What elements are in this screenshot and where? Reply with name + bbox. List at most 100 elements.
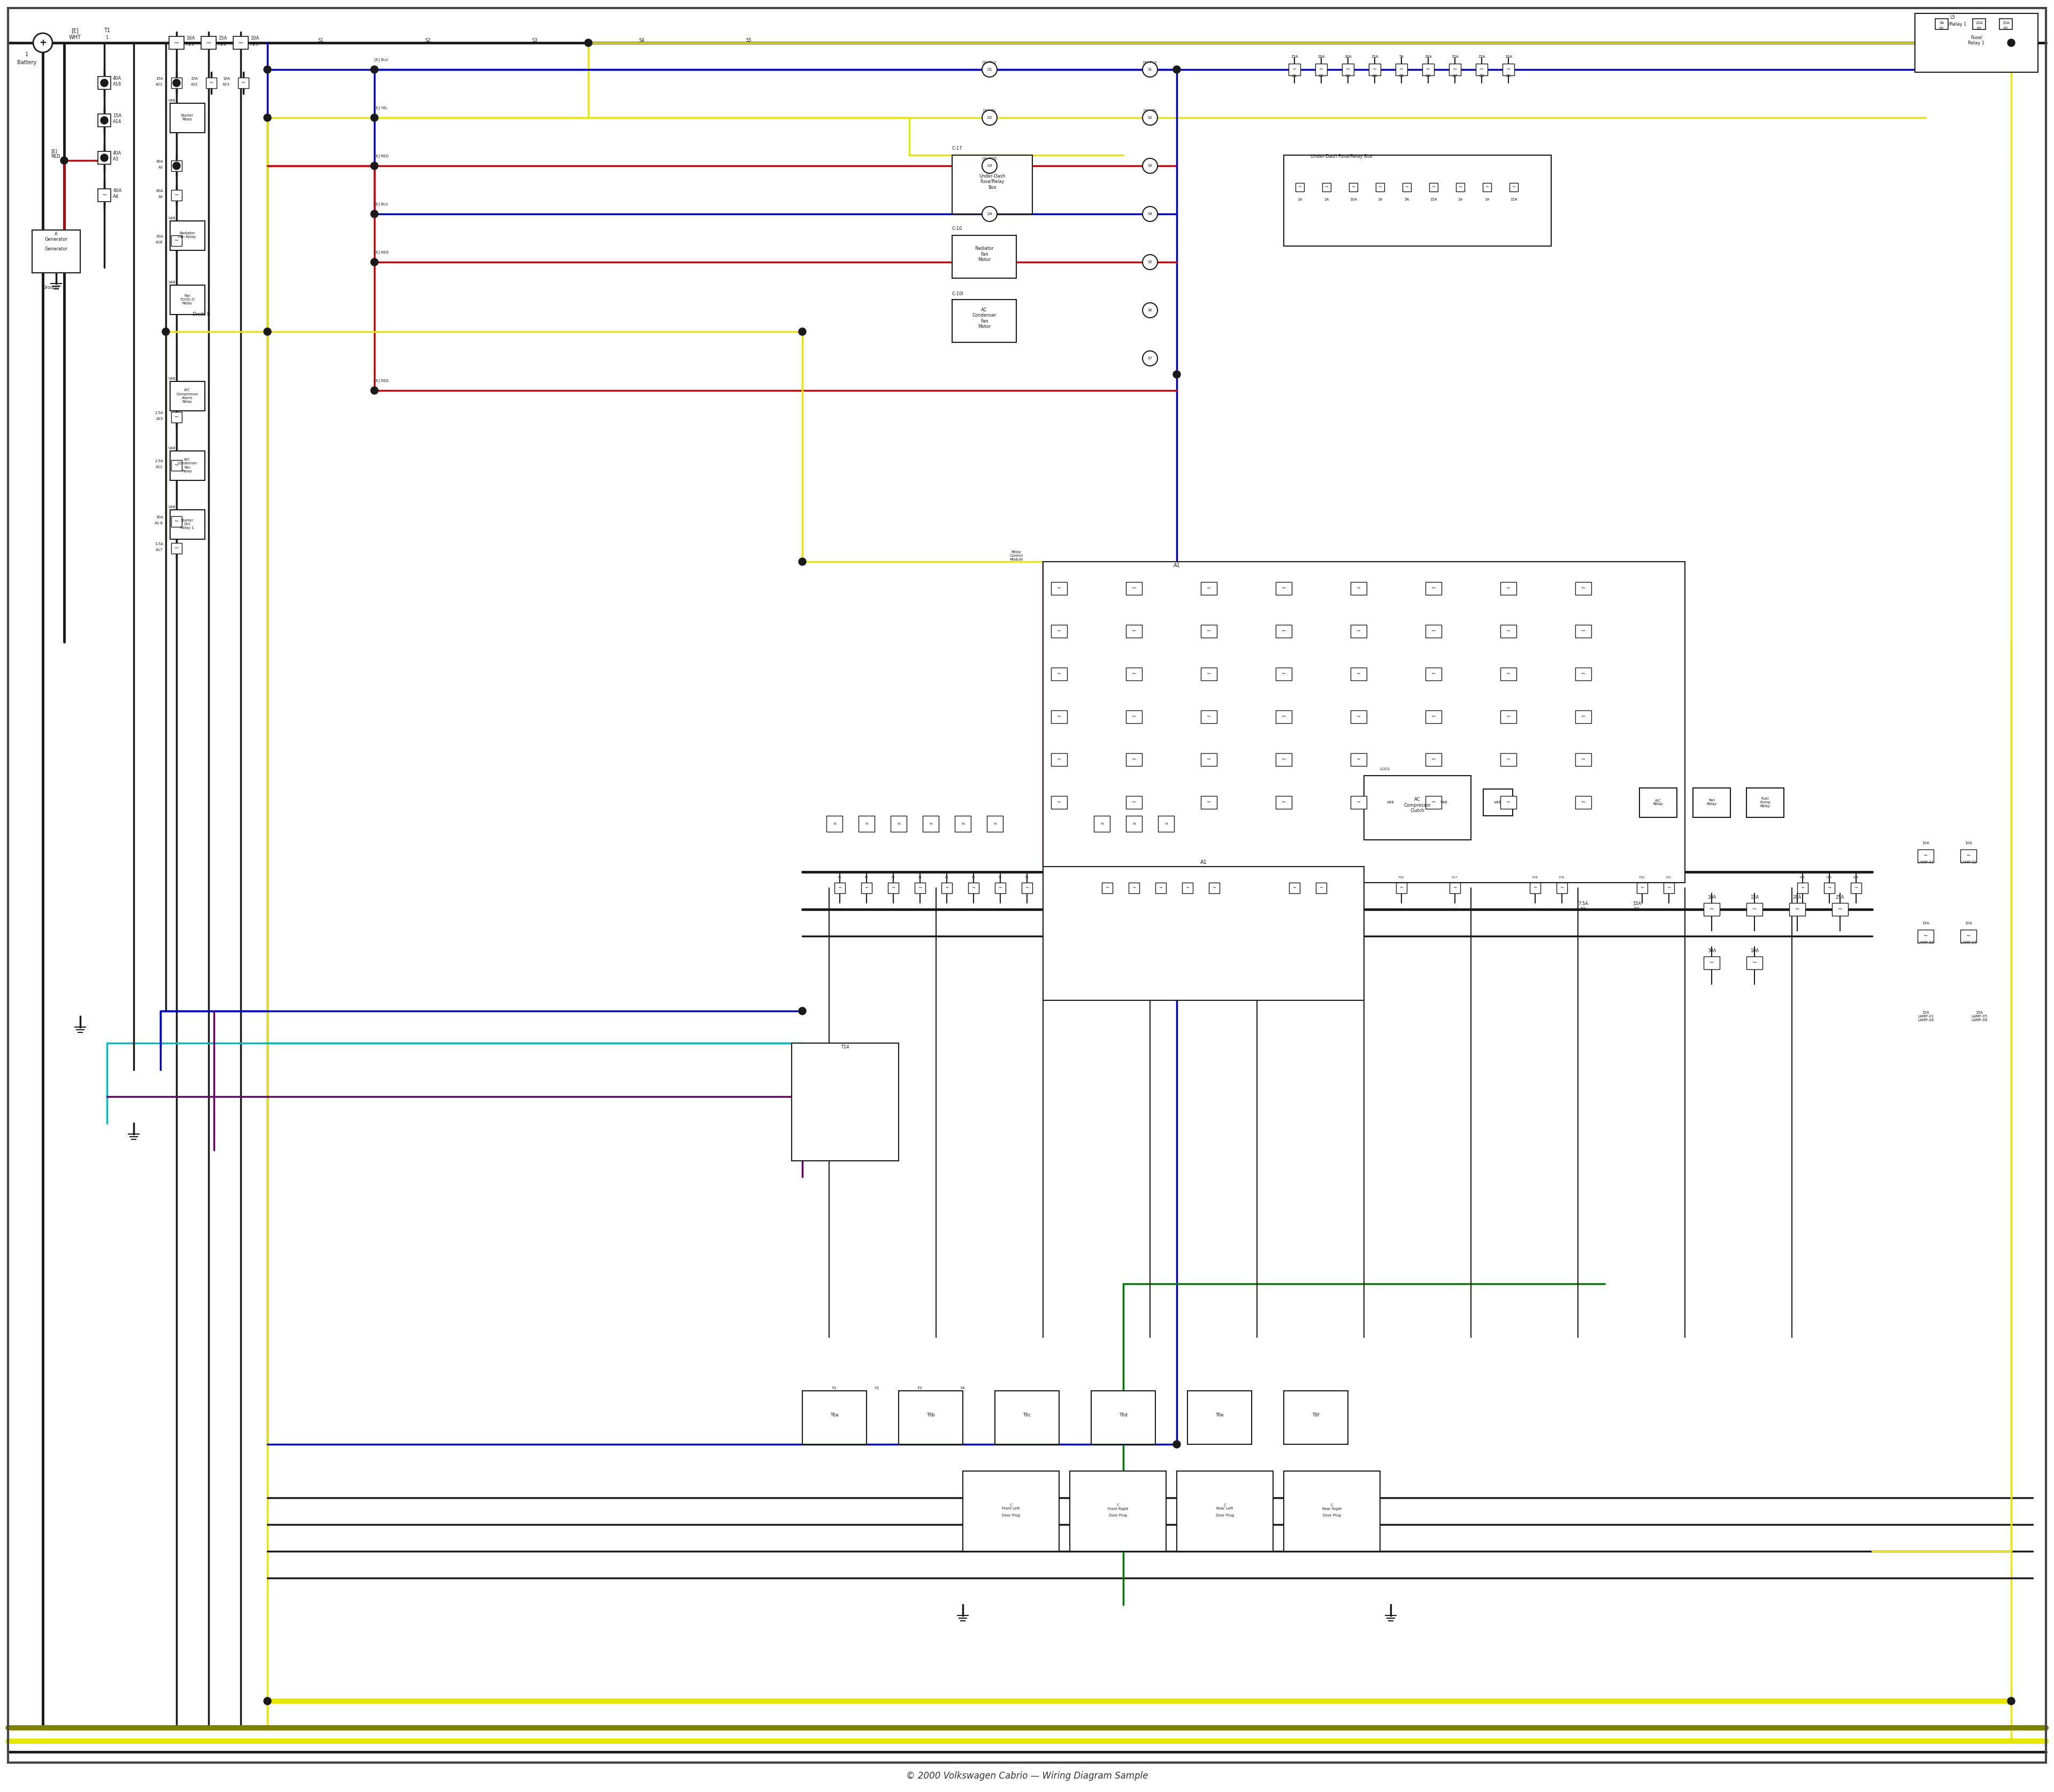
Text: Radiator
Fan
Motor: Radiator Fan Motor <box>976 246 994 262</box>
Text: ~: ~ <box>1345 66 1349 72</box>
Bar <box>1575 753 1592 765</box>
Text: F24: F24 <box>1853 876 1859 878</box>
Bar <box>1021 883 1033 894</box>
Text: T1: T1 <box>105 29 111 34</box>
Circle shape <box>101 154 109 161</box>
Text: ~: ~ <box>1206 629 1212 634</box>
Text: C
Front Left: C Front Left <box>1002 1503 1021 1511</box>
Text: ~: ~ <box>1212 885 1216 891</box>
Text: ~: ~ <box>1206 715 1212 719</box>
Text: 1: 1 <box>105 36 109 39</box>
Text: 2.5A: 2.5A <box>154 412 162 414</box>
Text: ~: ~ <box>1506 672 1510 677</box>
Text: ~: ~ <box>1458 185 1462 190</box>
Text: 10A: 10A <box>251 36 259 41</box>
Bar <box>891 815 906 831</box>
Text: ~: ~ <box>175 414 179 419</box>
Text: 7.5A
B2: 7.5A B2 <box>1577 901 1588 912</box>
Bar <box>1935 18 1947 29</box>
Text: Fan
Relay: Fan Relay <box>1707 799 1717 806</box>
Text: D1: D1 <box>988 68 992 72</box>
Text: Radiator
Fan Relay: Radiator Fan Relay <box>179 231 195 238</box>
Text: B6: B6 <box>1425 73 1432 77</box>
Text: ~: ~ <box>1506 586 1510 591</box>
Bar <box>1664 883 1674 894</box>
Bar <box>1368 65 1380 75</box>
Text: B9: B9 <box>1506 73 1512 77</box>
Circle shape <box>982 109 996 125</box>
Text: ~: ~ <box>1506 756 1510 762</box>
Text: Ground: Ground <box>43 285 60 290</box>
Text: [E] RED: [E] RED <box>374 154 388 158</box>
Text: ~: ~ <box>1709 961 1713 966</box>
Text: ~: ~ <box>175 39 179 47</box>
Text: C-10I: C-10I <box>953 292 963 296</box>
Circle shape <box>370 115 378 122</box>
Bar <box>1456 183 1465 192</box>
Text: ~: ~ <box>1282 586 1286 591</box>
Circle shape <box>60 156 68 165</box>
Text: ~: ~ <box>1399 885 1403 891</box>
Text: [E] YEL: [E] YEL <box>374 106 388 109</box>
Text: ~: ~ <box>175 545 179 550</box>
Text: ~: ~ <box>918 885 922 891</box>
Text: S2: S2 <box>1148 116 1152 120</box>
Bar <box>168 36 185 48</box>
Bar <box>1052 625 1068 638</box>
Bar <box>170 543 183 554</box>
Bar <box>1070 1471 1167 1552</box>
Text: ~: ~ <box>175 81 179 86</box>
Text: T4: T4 <box>928 823 933 824</box>
Text: Door Plug: Door Plug <box>1323 1514 1341 1518</box>
Text: ~: ~ <box>1668 885 1670 891</box>
Text: ~: ~ <box>1966 934 1970 939</box>
Text: T4: T4 <box>865 823 869 824</box>
Text: ~: ~ <box>1432 715 1436 719</box>
Text: ~: ~ <box>1132 672 1136 677</box>
Text: [E] BLU: [E] BLU <box>1144 61 1156 65</box>
Bar <box>1504 65 1514 75</box>
Text: B3: B3 <box>1345 73 1349 77</box>
Bar <box>1052 753 1068 765</box>
Text: ~: ~ <box>1105 885 1109 891</box>
Text: LAMP 02: LAMP 02 <box>1960 860 1976 864</box>
Circle shape <box>370 66 378 73</box>
Text: 30A: 30A <box>156 516 162 520</box>
Text: ~: ~ <box>1356 672 1362 677</box>
Text: 1A: 1A <box>1378 197 1382 201</box>
Bar <box>1960 930 1976 943</box>
Text: Starter
Ctrl
Relay 1: Starter Ctrl Relay 1 <box>181 520 193 530</box>
Text: B5: B5 <box>1399 73 1403 77</box>
Bar <box>1349 183 1358 192</box>
Text: F19: F19 <box>1559 876 1565 878</box>
Text: B2: B2 <box>2003 27 2009 30</box>
Bar <box>1557 883 1567 894</box>
Text: C-17: C-17 <box>953 145 963 151</box>
Bar <box>1276 582 1292 595</box>
Bar <box>1296 183 1304 192</box>
Bar <box>861 883 871 894</box>
Text: ~: ~ <box>1801 885 1805 891</box>
Text: F4: F4 <box>961 1387 965 1391</box>
Bar <box>834 883 844 894</box>
Bar <box>1052 796 1068 808</box>
Bar <box>1637 883 1647 894</box>
Text: 10A: 10A <box>222 77 230 81</box>
Text: ~: ~ <box>1828 885 1832 891</box>
Bar <box>859 815 875 831</box>
Text: ~: ~ <box>1752 907 1756 912</box>
Text: 1A: 1A <box>1458 197 1462 201</box>
Text: T6d: T6d <box>1119 1412 1128 1417</box>
Text: 20A: 20A <box>1976 22 1982 25</box>
Bar <box>1187 1391 1251 1444</box>
Text: ~: ~ <box>1795 907 1799 912</box>
Bar <box>99 151 111 165</box>
Bar <box>1276 668 1292 681</box>
Text: © 2000 Volkswagen Cabrio — Wiring Diagram Sample: © 2000 Volkswagen Cabrio — Wiring Diagra… <box>906 1770 1148 1781</box>
Text: ~: ~ <box>205 39 212 47</box>
Text: ~: ~ <box>945 885 949 891</box>
Text: [E] YEL: [E] YEL <box>984 109 996 113</box>
Circle shape <box>1142 254 1158 269</box>
Bar <box>1746 957 1762 969</box>
Text: S2: S2 <box>425 38 431 43</box>
